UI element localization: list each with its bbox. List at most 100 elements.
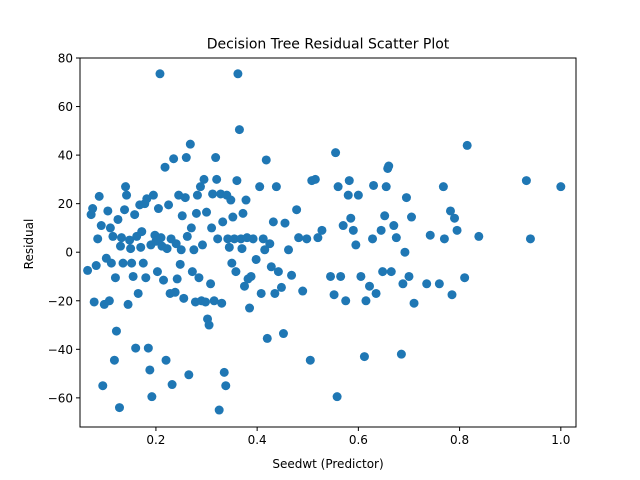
data-point xyxy=(226,195,236,205)
data-point xyxy=(261,155,271,165)
data-point xyxy=(83,265,93,275)
data-point xyxy=(175,259,185,269)
data-point xyxy=(378,267,388,277)
data-point xyxy=(148,190,158,200)
data-point xyxy=(266,262,276,272)
data-point xyxy=(287,270,297,280)
y-axis-ticks: −60 −40 −20 0 20 40 60 80 xyxy=(48,52,80,405)
data-point xyxy=(194,273,204,283)
data-point xyxy=(197,240,207,250)
x-axis-label: Seedwt (Predictor) xyxy=(272,457,383,471)
data-point xyxy=(159,275,169,285)
data-point xyxy=(369,180,379,190)
data-point xyxy=(214,405,224,415)
data-point xyxy=(201,297,211,307)
data-point xyxy=(123,299,133,309)
data-point xyxy=(98,381,108,391)
data-point xyxy=(396,349,406,359)
data-point xyxy=(351,240,361,250)
data-point xyxy=(292,205,302,215)
data-point xyxy=(344,176,354,186)
data-point xyxy=(305,355,315,365)
data-point xyxy=(103,206,113,216)
data-point xyxy=(217,298,227,308)
data-point xyxy=(96,221,106,231)
data-point xyxy=(237,244,247,254)
data-point xyxy=(169,154,179,164)
data-point xyxy=(265,239,275,249)
data-point xyxy=(338,221,348,231)
data-point xyxy=(212,174,222,184)
y-tick-label: 0 xyxy=(65,246,73,260)
data-point xyxy=(384,161,394,171)
y-tick-label: −40 xyxy=(48,343,73,357)
x-tick-label: 0.4 xyxy=(248,433,267,447)
data-point xyxy=(371,288,381,298)
data-point xyxy=(313,233,323,243)
data-point xyxy=(386,267,396,277)
data-point xyxy=(127,258,137,268)
data-point xyxy=(361,296,371,306)
data-point xyxy=(93,234,103,244)
data-point xyxy=(118,258,128,268)
data-point xyxy=(211,153,221,163)
y-tick-label: 40 xyxy=(58,149,73,163)
data-point xyxy=(162,244,172,254)
data-point xyxy=(177,211,187,221)
data-point xyxy=(182,231,192,241)
x-tick-label: 0.6 xyxy=(349,433,368,447)
data-point xyxy=(251,254,261,264)
data-point xyxy=(218,217,228,227)
data-point xyxy=(207,223,217,233)
data-point xyxy=(278,329,288,339)
data-point xyxy=(438,182,448,192)
data-point xyxy=(106,258,116,268)
data-point xyxy=(184,370,194,380)
data-point xyxy=(233,69,243,79)
data-point xyxy=(248,234,258,244)
data-point xyxy=(189,245,199,255)
data-point xyxy=(223,234,233,244)
data-point xyxy=(120,205,130,215)
data-point xyxy=(186,223,196,233)
data-point xyxy=(137,227,147,237)
plot-frame xyxy=(79,57,577,428)
data-point xyxy=(199,174,209,184)
data-point xyxy=(213,234,223,244)
data-point xyxy=(310,174,320,184)
data-point xyxy=(206,279,216,289)
data-point xyxy=(227,258,237,268)
data-point xyxy=(153,204,163,214)
data-point xyxy=(452,225,462,235)
data-point xyxy=(317,225,327,235)
data-point xyxy=(160,162,170,172)
data-point xyxy=(556,182,566,192)
data-point xyxy=(229,234,239,244)
data-point xyxy=(89,297,99,307)
data-point xyxy=(246,271,256,281)
data-point xyxy=(209,296,219,306)
data-point xyxy=(270,288,280,298)
data-point xyxy=(152,267,162,277)
data-point xyxy=(121,182,131,192)
data-point xyxy=(268,217,278,227)
y-tick-label: 60 xyxy=(58,100,73,114)
data-point xyxy=(143,343,153,353)
data-point xyxy=(187,267,197,277)
data-point xyxy=(94,191,104,201)
data-point xyxy=(255,182,265,192)
data-point xyxy=(460,273,470,283)
data-point xyxy=(391,233,401,243)
data-point xyxy=(356,271,366,281)
y-tick-label: 20 xyxy=(58,197,73,211)
data-point xyxy=(445,206,455,216)
data-point xyxy=(179,293,189,303)
data-point xyxy=(136,242,146,252)
data-point xyxy=(333,182,343,192)
data-point xyxy=(192,190,202,200)
data-point xyxy=(172,274,182,284)
data-point xyxy=(348,225,358,235)
data-point xyxy=(381,182,391,192)
data-point xyxy=(125,235,135,245)
